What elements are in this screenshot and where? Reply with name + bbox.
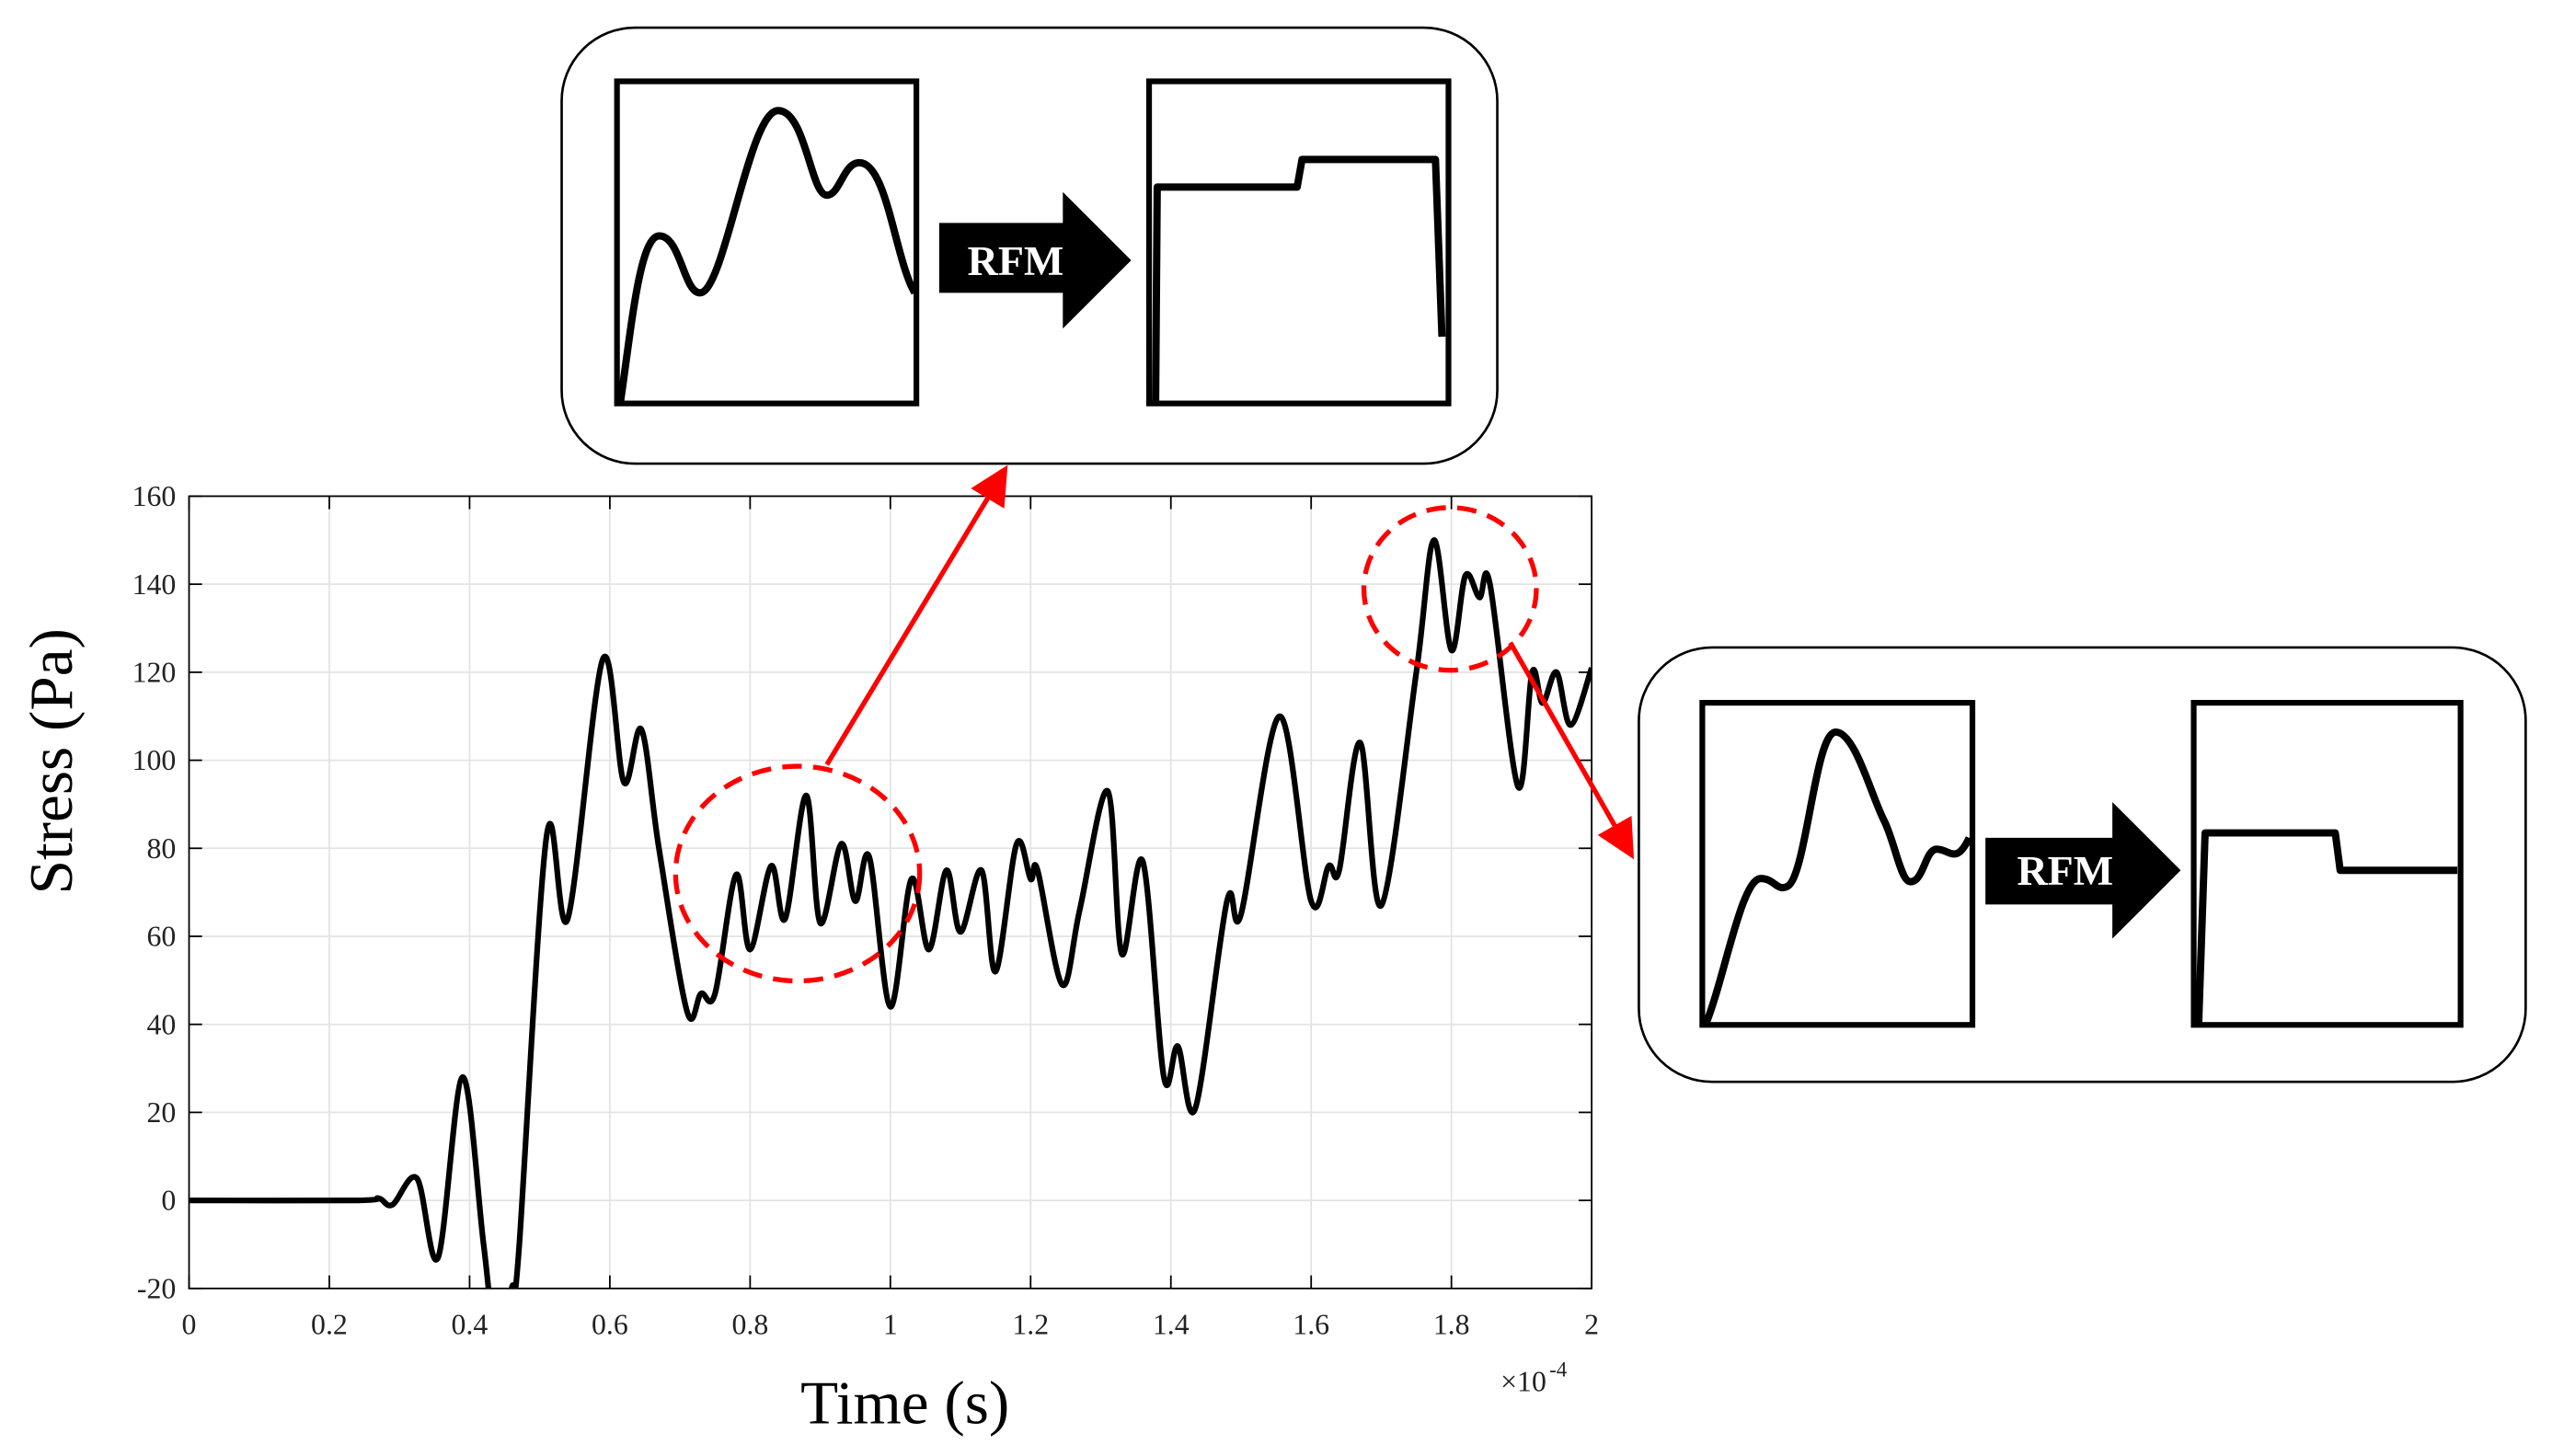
inset-arrow xyxy=(938,191,1132,329)
y-tick-label: 120 xyxy=(132,656,177,688)
inset: RFM xyxy=(560,26,1499,465)
y-tick-label: 100 xyxy=(132,744,177,776)
y-tick-label: 160 xyxy=(132,480,177,512)
y-tick-label: 80 xyxy=(147,832,177,865)
inset-curve xyxy=(1702,728,1973,1026)
x-scale-label: ×10 xyxy=(1500,1365,1546,1397)
x-axis-label: Time (s) xyxy=(800,1369,1009,1438)
y-tick-label: 40 xyxy=(147,1008,177,1040)
inset-box xyxy=(614,78,920,407)
highlight-circle xyxy=(1361,505,1539,673)
x-tick-label: 0 xyxy=(182,1308,197,1340)
lines xyxy=(189,537,1592,1289)
inset-label: RFM xyxy=(968,237,1064,284)
inset-curve xyxy=(2194,829,2458,1026)
x-tick-label: 1.2 xyxy=(1012,1308,1049,1340)
inset-label: RFM xyxy=(2017,847,2113,894)
x-scale-exponent: -4 xyxy=(1549,1358,1568,1381)
inset: RFM xyxy=(1638,646,2527,1083)
x-tick-label: 0.2 xyxy=(311,1308,348,1340)
y-axis-label: Stress (Pa) xyxy=(17,628,86,894)
x-tick-label: 0.6 xyxy=(592,1308,628,1340)
ticks: 0 0.2 0.4 0.6 0.8 1 1.2 1.4 1.6 1.8 2-200204060801… xyxy=(132,480,1599,1340)
x-tick-label: 1.4 xyxy=(1153,1308,1190,1340)
inset-box xyxy=(2190,699,2464,1028)
y-tick-label: 140 xyxy=(132,568,177,601)
x-tick-label: 1.6 xyxy=(1293,1308,1329,1340)
data-line xyxy=(189,537,1592,1289)
x-tick-label: 1 xyxy=(883,1308,898,1340)
highlight-circle xyxy=(672,763,923,984)
x-tick-label: 0.4 xyxy=(452,1308,489,1340)
y-tick-label: -20 xyxy=(137,1272,176,1304)
callout-arrow xyxy=(1508,641,1635,860)
inset-curve xyxy=(616,107,918,405)
x-tick-label: 1.8 xyxy=(1433,1308,1470,1340)
inset-arrow xyxy=(1985,801,2181,939)
callout-arrow xyxy=(824,464,1008,766)
y-tick-label: 20 xyxy=(147,1096,177,1129)
y-tick-label: 60 xyxy=(147,921,177,953)
inset-box xyxy=(1145,78,1452,407)
inset-box xyxy=(1699,699,1976,1028)
x-tick-label: 2 xyxy=(1584,1308,1599,1340)
y-tick-label: 0 xyxy=(161,1185,176,1217)
inset-curve xyxy=(1152,155,1446,404)
x-tick-label: 0.8 xyxy=(731,1308,768,1340)
